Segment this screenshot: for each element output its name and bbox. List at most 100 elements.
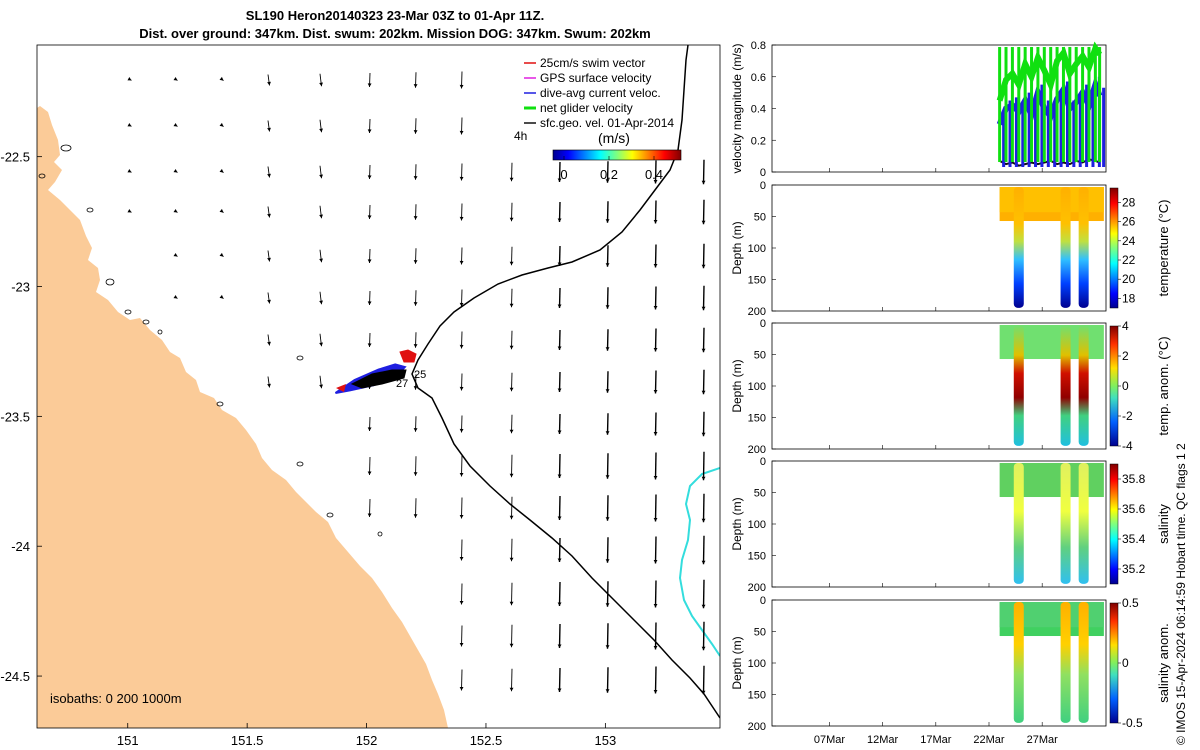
- current-vector-head: [509, 177, 514, 182]
- current-vector-head: [557, 558, 562, 562]
- current-vector-head: [267, 299, 271, 304]
- colorbar-label: salinity: [1156, 504, 1171, 544]
- current-vector-head: [605, 219, 610, 223]
- current-vector-head: [459, 600, 464, 605]
- current-vector-shaft: [606, 453, 609, 479]
- island: [142, 319, 150, 325]
- current-vector-head: [509, 473, 514, 478]
- current-vector-head: [459, 302, 464, 307]
- map-x-axis: 151 151.5 152 152.5 153: [117, 723, 616, 748]
- map-x-tick-label: 153: [595, 733, 617, 748]
- current-vector-head: [653, 517, 658, 522]
- current-vector-head: [509, 515, 514, 520]
- colorbar-tick-label: -4: [1122, 439, 1133, 453]
- current-vector-head: [701, 348, 706, 353]
- current-vector-head: [319, 300, 323, 305]
- current-vector-head: [459, 556, 464, 561]
- current-vector-head: [605, 431, 610, 435]
- y-axis-label: Depth (m): [730, 497, 744, 550]
- current-vector-shaft: [702, 327, 705, 353]
- colorbar-tick-label: 35.2: [1122, 562, 1146, 576]
- current-vector-head: [173, 208, 178, 213]
- current-vector-head: [653, 475, 658, 480]
- map-y-tick-label: -23: [11, 280, 30, 295]
- current-vector-head: [367, 259, 372, 263]
- dive-profile: [1078, 187, 1089, 308]
- current-vector-head: [367, 427, 372, 431]
- current-vector-head: [557, 474, 562, 478]
- current-vector-head: [459, 686, 464, 691]
- map-colorbar: [552, 149, 682, 161]
- y-tick-label: 0: [760, 318, 766, 330]
- current-vector-head: [173, 168, 178, 173]
- current-vector-head: [413, 130, 418, 134]
- current-vector-head: [509, 387, 514, 392]
- map-x-tick-label: 152.5: [470, 733, 503, 748]
- y-tick-label: 0: [760, 167, 766, 179]
- current-vector-head: [219, 168, 224, 173]
- colorbar-tick-label: -2: [1122, 409, 1133, 423]
- colorbar-tick-label: 18: [1122, 291, 1136, 305]
- current-vector-head: [459, 176, 464, 181]
- current-vector-head: [319, 384, 323, 389]
- current-vector-shaft: [558, 667, 561, 693]
- current-vector-head: [653, 305, 658, 310]
- current-vector-head: [413, 84, 418, 88]
- colorbar-label: salinity anom.: [1156, 623, 1171, 702]
- current-vector-head: [557, 346, 562, 350]
- current-vector-head: [605, 603, 610, 607]
- current-vector-shaft: [606, 623, 609, 649]
- island: [124, 309, 132, 315]
- colorbar-tick-label: 0.4: [645, 167, 663, 182]
- current-vector-shaft: [654, 580, 657, 608]
- current-vector-shaft: [702, 159, 705, 185]
- current-vector-head: [319, 342, 323, 347]
- current-vector-head: [653, 179, 658, 184]
- current-vector-head: [267, 341, 271, 346]
- island: [38, 173, 46, 179]
- island: [296, 355, 304, 361]
- current-vector-shaft: [654, 666, 657, 694]
- current-vector-head: [367, 215, 372, 219]
- y-tick-label: 150: [748, 690, 766, 702]
- y-tick-label: 50: [754, 627, 766, 639]
- island: [105, 278, 115, 286]
- current-vector-shaft: [511, 624, 513, 648]
- current-vector-head: [653, 689, 658, 694]
- y-tick-label: 200: [748, 721, 766, 733]
- current-vector-shaft: [654, 286, 657, 310]
- y-tick-label: 0: [760, 180, 766, 192]
- map-y-tick-label: -22.5: [0, 150, 30, 165]
- panel-colorbar: [1109, 602, 1119, 724]
- current-vector-head: [557, 262, 562, 266]
- current-vector-head: [459, 514, 464, 519]
- current-vector-head: [557, 430, 562, 434]
- current-vector-head: [605, 517, 610, 521]
- current-vector-head: [319, 214, 323, 219]
- dive-profile: [1013, 602, 1024, 723]
- panel-velocity-magnitude: 0 0.2 0.4 0.6 0.8 velocity magnitude (m/s): [730, 40, 1107, 179]
- colorbar-tick-label: 0.5: [1122, 596, 1139, 610]
- current-vector-head: [459, 386, 464, 391]
- current-vector-head: [701, 264, 706, 269]
- colorbar-tick-label: 0: [560, 167, 567, 182]
- glider-track-line: [411, 45, 720, 719]
- current-vector-shaft: [606, 413, 609, 435]
- current-vector-shaft: [558, 623, 561, 649]
- swim-vector-cluster: [399, 349, 417, 363]
- current-vector-shaft: [654, 412, 657, 436]
- current-vector-shaft: [702, 451, 705, 481]
- colorbar-tick-label: 22: [1122, 253, 1136, 267]
- map-frame: [36, 44, 721, 729]
- colorbar-tick-label: 35.4: [1122, 532, 1146, 546]
- current-vector-head: [509, 687, 514, 692]
- current-vector-head: [413, 260, 418, 264]
- current-vector-head: [459, 472, 464, 477]
- dive-profile: [1060, 602, 1071, 723]
- current-vector-head: [605, 645, 610, 649]
- current-vector-head: [367, 343, 372, 347]
- current-vector-head: [653, 431, 658, 436]
- y-tick-label: 50: [754, 488, 766, 500]
- colorbar-tick-label: 0: [1122, 656, 1129, 670]
- current-vector-head: [557, 388, 562, 392]
